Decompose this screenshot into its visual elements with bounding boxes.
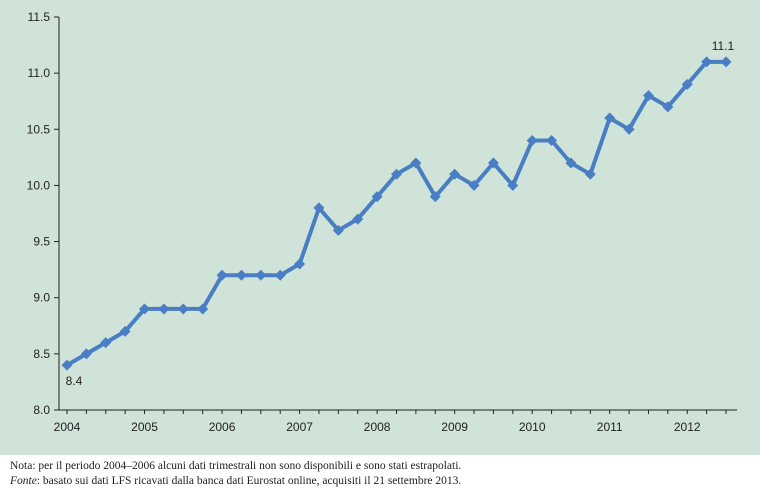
data-point bbox=[100, 337, 112, 349]
data-point bbox=[468, 179, 480, 191]
source-label: Fonte bbox=[10, 475, 37, 487]
line-chart: 8.0 8.5 9.0 9.5 10.0 10.5 11.0 11.5 2004 2005 2006… bbox=[0, 0, 760, 455]
x-tick-label: 2005 bbox=[131, 420, 158, 434]
data-point bbox=[720, 56, 732, 68]
x-tick-label: 2010 bbox=[519, 420, 546, 434]
y-tick-label: 10.0 bbox=[27, 178, 51, 192]
x-tick-label: 2004 bbox=[54, 420, 81, 434]
data-point bbox=[391, 168, 402, 180]
data-point bbox=[177, 303, 189, 315]
note-text: Nota: per il periodo 2004–2006 alcuni da… bbox=[10, 460, 462, 472]
data-point bbox=[429, 191, 441, 203]
data-point bbox=[216, 269, 228, 281]
data-point bbox=[604, 112, 616, 124]
x-tick-label: 2012 bbox=[674, 420, 701, 434]
data-point bbox=[119, 325, 131, 337]
data-point bbox=[61, 359, 73, 371]
data-point bbox=[158, 303, 170, 315]
data-point bbox=[80, 348, 92, 360]
data-point bbox=[487, 157, 499, 169]
x-tick-label: 2009 bbox=[441, 420, 468, 434]
data-point bbox=[565, 157, 577, 169]
data-point bbox=[526, 135, 538, 147]
data-point bbox=[546, 135, 558, 147]
data-point bbox=[507, 179, 519, 191]
y-tick-label: 11.5 bbox=[28, 10, 51, 24]
data-label: 11.1 bbox=[712, 39, 735, 53]
data-point bbox=[235, 269, 247, 281]
data-point bbox=[313, 202, 325, 214]
data-point bbox=[410, 157, 422, 169]
data-point bbox=[274, 269, 286, 281]
source-body: : basato sui dati LFS ricavati dalla ban… bbox=[36, 475, 462, 487]
y-tick-label: 11.0 bbox=[28, 66, 51, 80]
x-tick-label: 2007 bbox=[286, 420, 313, 434]
y-tick-label: 10.5 bbox=[27, 122, 51, 136]
y-tick-label: 9.5 bbox=[33, 235, 50, 249]
data-point bbox=[197, 303, 209, 315]
data-point bbox=[662, 101, 674, 113]
chart-background bbox=[0, 0, 760, 455]
data-point bbox=[642, 90, 654, 102]
data-point bbox=[681, 78, 693, 90]
chart-notes: Nota: per il periodo 2004–2006 alcuni da… bbox=[10, 459, 750, 489]
data-point bbox=[139, 303, 151, 315]
y-tick-label: 8.5 bbox=[33, 347, 50, 361]
data-point bbox=[332, 224, 344, 236]
data-point bbox=[352, 213, 364, 225]
data-point bbox=[255, 269, 267, 281]
y-tick-label: 8.0 bbox=[33, 403, 50, 417]
x-tick-label: 2008 bbox=[364, 420, 391, 434]
source-text: Fonte: basato sui dati LFS ricavati dall… bbox=[10, 474, 750, 489]
data-point bbox=[623, 123, 635, 135]
x-tick-label: 2011 bbox=[597, 420, 623, 434]
y-tick-label: 9.0 bbox=[33, 291, 50, 305]
data-point bbox=[294, 258, 306, 270]
data-point bbox=[371, 191, 383, 203]
data-label: 8.4 bbox=[66, 374, 83, 388]
data-point bbox=[701, 56, 713, 68]
data-point bbox=[584, 168, 596, 180]
x-tick-label: 2006 bbox=[209, 420, 236, 434]
data-point bbox=[449, 168, 461, 180]
